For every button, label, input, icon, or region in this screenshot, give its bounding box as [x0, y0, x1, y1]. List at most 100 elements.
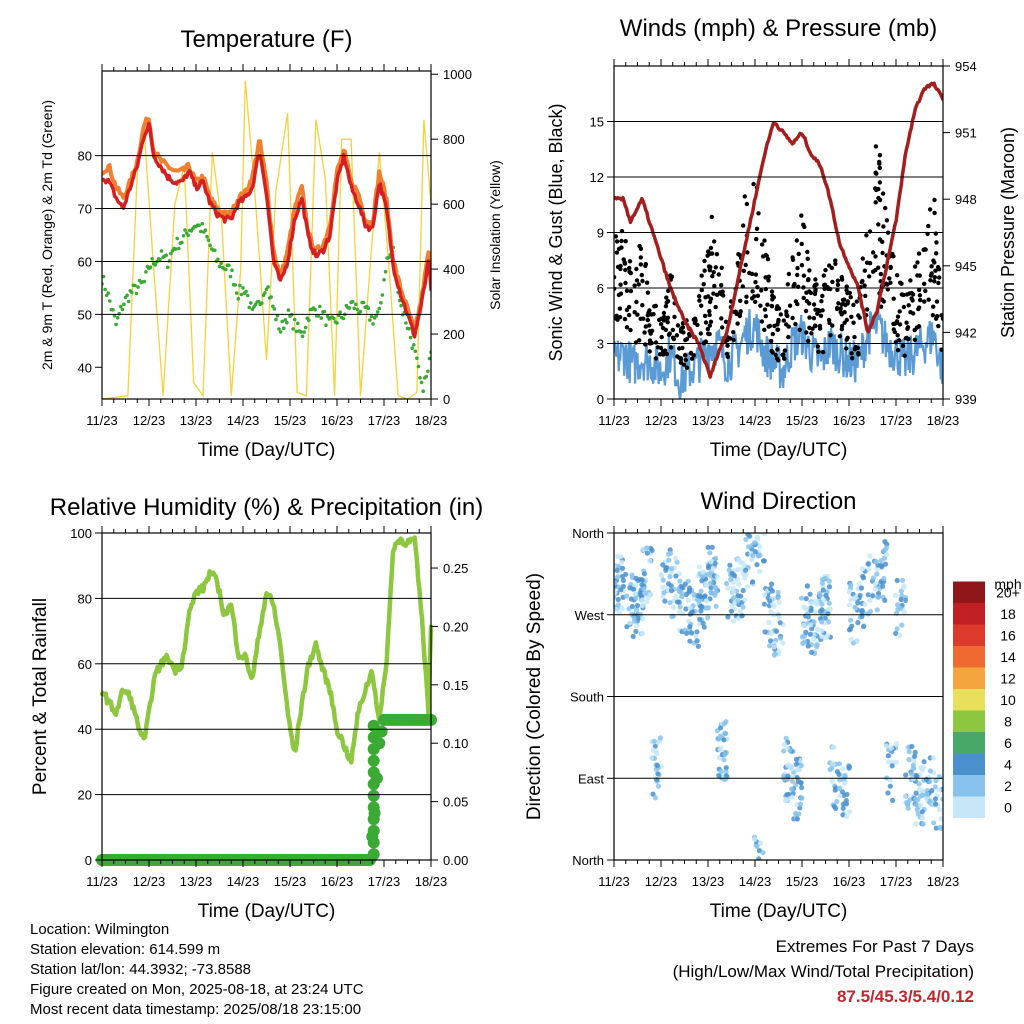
- gust-point: [926, 297, 931, 302]
- direction-point: [829, 778, 835, 784]
- gust-point: [755, 285, 760, 290]
- gust-point: [844, 337, 849, 342]
- direction-point: [892, 593, 899, 599]
- dewpoint-point: [173, 247, 178, 251]
- gust-point: [884, 218, 890, 223]
- gust-point: [635, 312, 640, 317]
- gust-point: [877, 153, 883, 158]
- direction-point: [812, 609, 818, 615]
- gust-point: [623, 239, 628, 244]
- dewpoint-point: [180, 240, 184, 245]
- precipitation-point: [367, 836, 380, 849]
- direction-point: [632, 591, 638, 597]
- dewpoint-point: [415, 356, 419, 361]
- gust-point: [933, 268, 938, 273]
- gust-point: [710, 274, 715, 279]
- gust-point: [823, 267, 828, 273]
- legend-swatch: [953, 689, 985, 711]
- gust-point: [786, 271, 792, 277]
- gust-point: [745, 250, 750, 255]
- dewpoint-point: [130, 290, 134, 295]
- direction-point: [805, 643, 811, 649]
- direction-point: [725, 585, 731, 591]
- gust-point: [885, 282, 890, 287]
- direction-point: [846, 809, 853, 815]
- gust-point: [888, 280, 893, 285]
- gust-point: [687, 333, 692, 338]
- dewpoint-point: [148, 265, 153, 270]
- direction-point: [740, 587, 746, 594]
- gust-point: [720, 325, 725, 330]
- direction-point: [834, 769, 841, 775]
- gust-point: [646, 310, 651, 315]
- direction-point: [713, 589, 719, 596]
- precipitation-point: [367, 719, 380, 732]
- direction-point: [697, 616, 703, 622]
- direction-point: [752, 540, 758, 546]
- direction-point: [913, 790, 919, 796]
- gust-point: [899, 292, 904, 297]
- direction-point: [819, 580, 825, 586]
- dewpoint-point: [238, 283, 242, 288]
- gust-point: [626, 312, 632, 318]
- gust-point: [799, 263, 805, 268]
- direction-point: [627, 585, 633, 591]
- direction-point: [634, 623, 640, 629]
- gust-point: [643, 324, 648, 329]
- gust-point: [804, 290, 809, 295]
- direction-point: [809, 649, 815, 656]
- gust-point: [666, 288, 671, 293]
- direction-point: [803, 629, 809, 636]
- humidity-xtick-label: 16/23: [321, 874, 354, 889]
- dewpoint-point: [412, 343, 416, 347]
- gust-point: [790, 315, 795, 321]
- gust-point: [766, 278, 771, 283]
- gust-point: [895, 333, 900, 338]
- direction-point: [919, 814, 925, 821]
- gust-point: [714, 252, 720, 257]
- direction-point: [644, 599, 650, 605]
- extremes-box: Extremes For Past 7 Days (High/Low/Max W…: [673, 934, 974, 1009]
- gust-point: [738, 309, 743, 314]
- gust-point: [927, 207, 933, 212]
- gust-point: [793, 299, 799, 304]
- direction-point: [882, 561, 889, 567]
- gust-point: [917, 293, 923, 298]
- gust-point: [731, 337, 736, 343]
- dewpoint-point: [399, 303, 404, 308]
- direction-point: [933, 778, 939, 784]
- gust-point: [675, 354, 680, 359]
- direction-point: [865, 611, 871, 617]
- gust-point: [922, 299, 927, 304]
- gust-point: [851, 320, 856, 325]
- direction-point: [619, 573, 626, 579]
- legend-swatch: [953, 624, 985, 646]
- gust-point: [794, 238, 799, 243]
- direction-point: [852, 595, 858, 601]
- gust-point: [830, 279, 835, 285]
- gust-point: [934, 299, 940, 304]
- gust-point: [759, 242, 765, 247]
- gust-point: [708, 264, 713, 270]
- direction-point: [781, 741, 788, 748]
- direction-point: [920, 821, 926, 827]
- direction-point: [796, 767, 803, 773]
- humidity-xtick-label: 15/23: [274, 874, 307, 889]
- gust-point: [891, 296, 896, 301]
- direction-point: [727, 562, 733, 568]
- gust-point: [762, 307, 768, 312]
- gust-point: [813, 282, 818, 288]
- humidity-ylabel: Percent & Total Rainfall: [30, 598, 51, 795]
- gust-point: [815, 344, 820, 349]
- gust-point: [844, 288, 849, 293]
- direction-point: [823, 592, 829, 599]
- gust-point: [787, 303, 793, 308]
- gust-point: [867, 229, 873, 234]
- dewpoint-point: [205, 234, 209, 239]
- gust-point: [860, 278, 865, 284]
- direction-point: [912, 753, 918, 760]
- dewpoint-point: [275, 314, 280, 318]
- direction-point: [737, 608, 743, 614]
- gust-point: [915, 260, 920, 265]
- gust-point: [763, 275, 768, 280]
